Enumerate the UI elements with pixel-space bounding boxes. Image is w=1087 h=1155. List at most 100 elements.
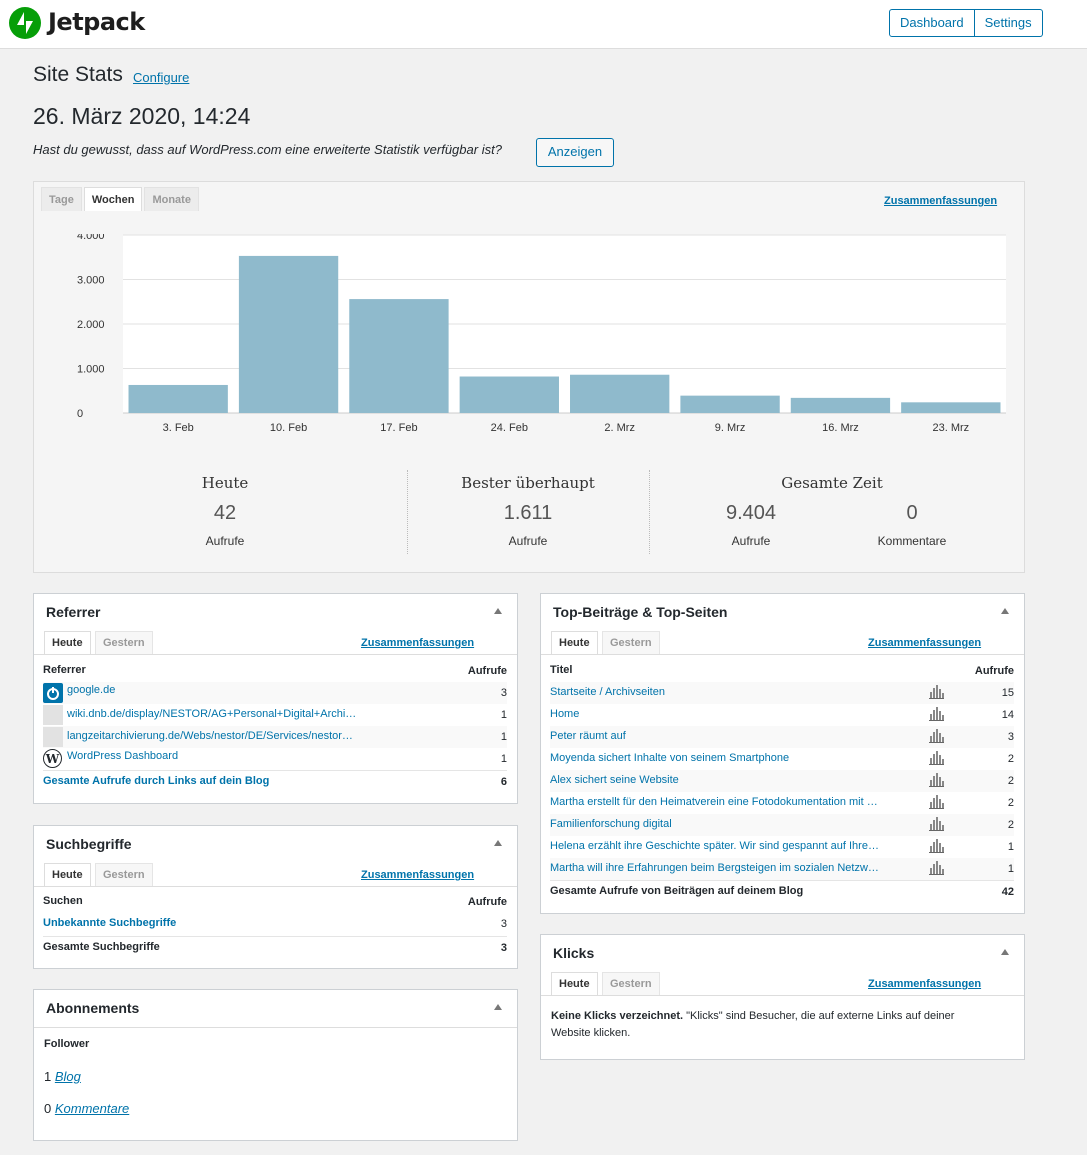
row-value: 3 (1007, 731, 1014, 743)
y-tick-label: 2.000 (77, 319, 105, 331)
blog-link[interactable]: Blog (54, 1069, 81, 1084)
panel-title: Referrer (46, 604, 101, 620)
bar (128, 384, 228, 413)
bar-chart-icon[interactable] (929, 707, 944, 721)
row-value: 3 (500, 687, 507, 699)
row-label[interactable]: Moyenda sichert Inhalte von seinem Smart… (550, 752, 790, 764)
row-label[interactable]: google.de (67, 684, 116, 696)
tab-days[interactable]: Tage (41, 187, 82, 211)
power-icon (43, 683, 63, 703)
best-label: Aufrufe (508, 534, 548, 548)
summaries-link[interactable]: Zusammenfassungen (868, 637, 982, 649)
tab-yesterday[interactable]: Gestern (95, 863, 153, 887)
x-tick-label: 17. Feb (380, 422, 417, 434)
tab-today[interactable]: Heute (44, 631, 91, 655)
total-value: 42 (1001, 886, 1014, 898)
x-tick-label: 10. Feb (270, 422, 307, 434)
bar-chart-icon[interactable] (929, 817, 944, 831)
tab-yesterday[interactable]: Gestern (602, 972, 660, 996)
x-tick-label: 24. Feb (491, 422, 528, 434)
row-label[interactable]: Martha will ihre Erfahrungen beim Bergst… (550, 862, 879, 874)
row-label[interactable]: Helena erzählt ihre Geschichte später. W… (550, 840, 879, 852)
collapse-icon[interactable] (494, 840, 502, 846)
bar-chart-icon[interactable] (929, 685, 944, 699)
stats-summary: Heute 42 Aufrufe Bester überhaupt 1.611 … (34, 467, 1024, 557)
configure-link[interactable]: Configure (133, 70, 190, 85)
dashboard-button[interactable]: Dashboard (889, 9, 975, 37)
x-tick-label: 16. Mrz (822, 422, 859, 434)
summaries-link[interactable]: Zusammenfassungen (868, 978, 982, 990)
table-row[interactable]: W WordPress Dashboard 1 (43, 748, 507, 770)
table-row[interactable]: Peter räumt auf 3 (550, 726, 1014, 748)
row-label[interactable]: Home (550, 708, 580, 720)
col-name: Suchen (43, 895, 83, 907)
row-label[interactable]: WordPress Dashboard (67, 750, 179, 762)
row-label[interactable]: Unbekannte Suchbegriffe (43, 917, 177, 929)
col-name: Referrer (43, 664, 86, 676)
y-tick-label: 3.000 (77, 275, 105, 287)
collapse-icon[interactable] (1001, 608, 1009, 614)
bar-chart-icon[interactable] (929, 751, 944, 765)
total-row: Gesamte Suchbegriffe 3 (43, 936, 507, 958)
today-value: 42 (213, 502, 237, 524)
tab-today[interactable]: Heute (551, 972, 598, 996)
row-label[interactable]: wiki.dnb.de/display/NESTOR/AG+Personal+D… (67, 708, 357, 720)
top-bar: Jetpack Dashboard Settings (0, 0, 1087, 49)
today-title: Heute (201, 474, 249, 492)
subscriptions-panel: Abonnements Follower 1 Blog 0 Kommentare (33, 989, 518, 1141)
table-row[interactable]: Moyenda sichert Inhalte von seinem Smart… (550, 748, 1014, 770)
bar-chart-icon[interactable] (929, 839, 944, 853)
tab-today[interactable]: Heute (44, 863, 91, 887)
row-value: 1 (500, 753, 507, 765)
table-row[interactable]: Helena erzählt ihre Geschichte später. W… (550, 836, 1014, 858)
tab-months[interactable]: Monate (144, 187, 199, 211)
row-label[interactable]: Peter räumt auf (550, 730, 626, 742)
collapse-icon[interactable] (494, 1004, 502, 1010)
table-row[interactable]: Martha erstellt für den Heimatverein ein… (550, 792, 1014, 814)
table-row[interactable]: Familienforschung digital 2 (550, 814, 1014, 836)
table-row[interactable]: google.de 3 (43, 682, 507, 704)
row-label[interactable]: Familienforschung digital (550, 818, 672, 830)
tab-weeks[interactable]: Wochen (83, 187, 143, 211)
table-row[interactable]: Startseite / Archivseiten 15 (550, 682, 1014, 704)
table-row[interactable]: Unbekannte Suchbegriffe 3 (43, 913, 507, 935)
empty-message: Keine Klicks verzeichnet. "Klicks" sind … (551, 1008, 991, 1042)
bar-chart-icon[interactable] (929, 729, 944, 743)
tab-yesterday[interactable]: Gestern (602, 631, 660, 655)
bar-chart-icon[interactable] (929, 773, 944, 787)
table-header: Suchen Aufrufe (43, 891, 507, 913)
row-label[interactable]: langzeitarchivierung.de/Webs/nestor/DE/S… (67, 730, 353, 742)
total-label[interactable]: Gesamte Aufrufe durch Links auf dein Blo… (43, 775, 270, 787)
col-name: Titel (550, 664, 573, 676)
divider (541, 654, 1024, 655)
collapse-icon[interactable] (1001, 949, 1009, 955)
bar-chart-icon[interactable] (929, 795, 944, 809)
chart-summaries-link[interactable]: Zusammenfassungen (884, 195, 998, 207)
table-row[interactable]: langzeitarchivierung.de/Webs/nestor/DE/S… (43, 726, 507, 748)
bar (790, 397, 891, 413)
total-comments-label: Kommentare (877, 534, 947, 548)
row-label[interactable]: Martha erstellt für den Heimatverein ein… (550, 796, 878, 808)
comment-followers: 0 Kommentare (44, 1101, 129, 1116)
summaries-link[interactable]: Zusammenfassungen (361, 869, 475, 881)
tab-today[interactable]: Heute (551, 631, 598, 655)
panel-title: Abonnements (46, 1000, 140, 1016)
blog-followers: 1 Blog (44, 1069, 81, 1084)
table-row[interactable]: Martha will ihre Erfahrungen beim Bergst… (550, 858, 1014, 880)
collapse-icon[interactable] (494, 608, 502, 614)
comments-count: 0 (44, 1101, 52, 1116)
bar (459, 376, 559, 413)
row-value: 1 (1007, 863, 1014, 875)
table-row[interactable]: wiki.dnb.de/display/NESTOR/AG+Personal+D… (43, 704, 507, 726)
table-row[interactable]: Alex sichert seine Website 2 (550, 770, 1014, 792)
row-label[interactable]: Alex sichert seine Website (550, 774, 679, 786)
comments-link[interactable]: Kommentare (54, 1101, 130, 1116)
tab-yesterday[interactable]: Gestern (95, 631, 153, 655)
summaries-link[interactable]: Zusammenfassungen (361, 637, 475, 649)
divider (541, 995, 1024, 996)
bar-chart-icon[interactable] (929, 861, 944, 875)
settings-button[interactable]: Settings (974, 9, 1043, 37)
row-label[interactable]: Startseite / Archivseiten (550, 686, 665, 698)
table-row[interactable]: Home 14 (550, 704, 1014, 726)
show-button[interactable]: Anzeigen (536, 138, 614, 167)
